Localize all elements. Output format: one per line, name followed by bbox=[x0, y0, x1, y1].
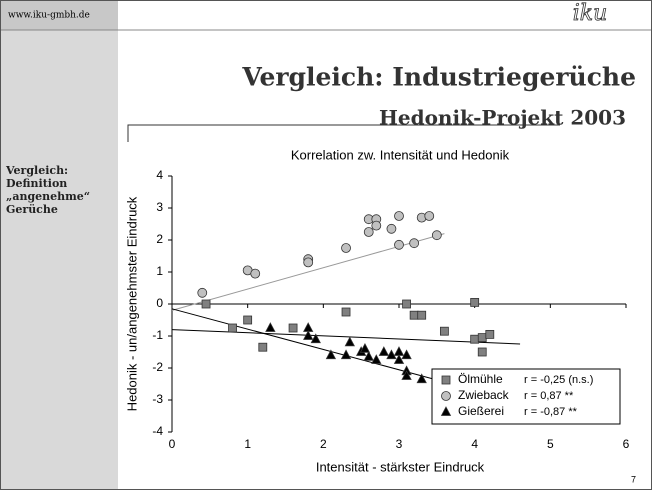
legend-box bbox=[431, 368, 621, 425]
point bbox=[386, 349, 397, 360]
point bbox=[485, 329, 495, 339]
point bbox=[341, 307, 351, 317]
point bbox=[228, 323, 237, 333]
point bbox=[393, 354, 405, 364]
x-tick-label: 0 bbox=[169, 437, 176, 451]
point bbox=[470, 334, 480, 344]
bracket bbox=[127, 124, 560, 142]
legend-label: Gießerei bbox=[458, 404, 504, 418]
y-tick-label: -4 bbox=[152, 424, 163, 438]
sidebar-text: „angenehme“ bbox=[6, 190, 90, 203]
point bbox=[288, 323, 298, 333]
legend-label: Zwieback bbox=[458, 388, 510, 402]
legend-marker bbox=[440, 406, 452, 416]
point bbox=[325, 349, 337, 360]
point bbox=[401, 370, 412, 380]
point bbox=[402, 299, 411, 309]
y-tick-label: -2 bbox=[152, 360, 163, 374]
x-tick-label: 1 bbox=[244, 437, 251, 451]
chart-title: Korrelation zw. Intensität und Hedonik bbox=[291, 147, 510, 162]
legend-label: Ölmühle bbox=[458, 372, 503, 386]
point bbox=[310, 333, 321, 344]
point bbox=[197, 287, 208, 298]
point bbox=[409, 238, 420, 249]
point bbox=[341, 243, 351, 253]
point bbox=[470, 297, 480, 307]
point bbox=[340, 349, 352, 360]
point bbox=[363, 350, 374, 361]
x-axis-label: Intensität - stärkster Eindruck bbox=[316, 459, 485, 474]
sidebar-text: Gerüche bbox=[6, 203, 58, 216]
sidebar bbox=[0, 0, 118, 490]
point bbox=[409, 310, 419, 320]
slide-title: Vergleich: Industriegerüche bbox=[241, 63, 636, 92]
legend-marker bbox=[441, 375, 451, 385]
point bbox=[344, 336, 355, 347]
point bbox=[378, 346, 390, 356]
y-tick-label: -3 bbox=[152, 392, 163, 406]
x-tick-label: 4 bbox=[471, 437, 478, 451]
point bbox=[265, 322, 276, 332]
point bbox=[394, 239, 404, 250]
y-tick-label: 4 bbox=[156, 168, 163, 182]
point bbox=[303, 330, 314, 340]
x-tick-label: 3 bbox=[396, 437, 403, 451]
point bbox=[417, 310, 427, 320]
point bbox=[386, 223, 397, 234]
point bbox=[477, 347, 487, 357]
legend-r: r = -0,25 (n.s.) bbox=[524, 374, 593, 386]
point bbox=[359, 342, 371, 353]
y-tick-label: 2 bbox=[156, 232, 163, 246]
url: www.iku-gmbh.de bbox=[8, 11, 90, 21]
url-cell bbox=[0, 0, 118, 30]
point bbox=[371, 354, 382, 364]
y-tick-label: 0 bbox=[156, 296, 163, 310]
point bbox=[243, 315, 253, 325]
sidebar-text: Vergleich: bbox=[5, 164, 68, 177]
point bbox=[424, 211, 435, 221]
point bbox=[258, 342, 268, 352]
slide-subtitle: Hedonik-Projekt 2003 bbox=[379, 106, 626, 130]
legend-r: r = -0,87 ** bbox=[524, 406, 578, 418]
y-tick-label: 1 bbox=[156, 264, 163, 278]
x-tick-label: 5 bbox=[547, 437, 554, 451]
point bbox=[303, 257, 314, 268]
point bbox=[371, 220, 382, 231]
legend-marker bbox=[441, 391, 451, 401]
point bbox=[401, 349, 412, 360]
point bbox=[394, 211, 404, 221]
legend-r: r = 0,87 ** bbox=[524, 390, 574, 402]
page-number: 7 bbox=[631, 474, 636, 484]
point bbox=[439, 326, 449, 336]
point bbox=[431, 230, 442, 241]
y-tick-label: -1 bbox=[152, 328, 163, 342]
point bbox=[201, 299, 211, 309]
y-axis-label: Hedonik - un/angenehmster Eindruck bbox=[124, 196, 139, 411]
point bbox=[416, 373, 427, 384]
y-tick-label: 3 bbox=[156, 200, 163, 214]
point bbox=[363, 227, 374, 237]
logo: iku bbox=[573, 1, 608, 26]
x-tick-label: 6 bbox=[623, 437, 630, 451]
x-tick-label: 2 bbox=[320, 437, 327, 451]
sidebar-text: Definition bbox=[6, 177, 67, 190]
point bbox=[250, 268, 261, 279]
point bbox=[477, 333, 487, 343]
